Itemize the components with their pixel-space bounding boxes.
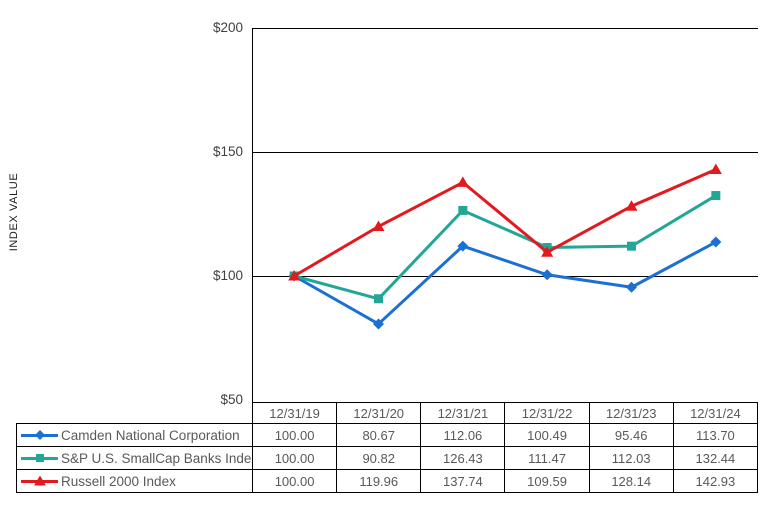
- table-value-cell: 100.00: [251, 446, 338, 470]
- y-tick-100: $100: [212, 268, 243, 283]
- table-value-cell: 112.06: [420, 423, 506, 447]
- triangle-marker: [456, 176, 469, 187]
- table-value-cell: 90.82: [336, 446, 422, 470]
- table-col-header: 12/31/24: [672, 402, 759, 424]
- table-col-header: 12/31/20: [336, 402, 422, 424]
- table-value-cell: 126.43: [420, 446, 506, 470]
- diamond-marker: [373, 318, 384, 330]
- triangle-marker-icon: [33, 475, 46, 486]
- square-marker-icon: [35, 454, 44, 462]
- table-value-cell: 113.70: [672, 423, 759, 447]
- square-marker: [458, 205, 468, 215]
- y-tick-150: $150: [212, 144, 243, 159]
- diamond-marker: [710, 236, 722, 248]
- table-value-cell: 132.44: [672, 446, 759, 470]
- blue-line-swatch: [21, 430, 58, 440]
- triangle-marker: [541, 246, 554, 257]
- square-marker: [627, 241, 636, 251]
- teal-line-swatch: [21, 454, 58, 462]
- series-line: [293, 240, 717, 326]
- table-body: Camden National Corporation 100.00 80.67 11…: [16, 423, 759, 493]
- chart-canvas: [252, 28, 758, 402]
- table-row: Russell 2000 Index 100.00 119.96 137.74 109.…: [16, 469, 759, 493]
- square-marker: [711, 191, 721, 201]
- series-line: [293, 194, 717, 301]
- table-col-header: 12/31/19: [251, 402, 338, 424]
- plot-area: [252, 28, 758, 402]
- table-value-cell: 111.47: [504, 446, 590, 470]
- diamond-marker: [457, 240, 469, 252]
- table-header: 12/31/19 12/31/20 12/31/21 12/31/22 12/31/23…: [17, 402, 759, 424]
- table-value-cell: 80.67: [336, 423, 422, 447]
- series-legend-label: S&P U.S. SmallCap Banks Index: [61, 450, 253, 466]
- table-value-cell: 112.03: [588, 446, 674, 470]
- y-tick-50: $50: [220, 392, 243, 407]
- triangle-marker: [709, 163, 722, 175]
- table-value-cell: 119.96: [336, 469, 422, 493]
- red-line-swatch: [21, 475, 58, 486]
- series-legend-cell: Camden National Corporation: [16, 423, 253, 447]
- table-corner-cell: [17, 403, 253, 424]
- series-legend-cell: S&P U.S. SmallCap Banks Index: [16, 446, 253, 470]
- table-value-cell: 100.00: [251, 469, 338, 493]
- series-legend-label: Camden National Corporation: [61, 427, 240, 443]
- table-value-cell: 95.46: [588, 423, 674, 447]
- performance-table: 12/31/19 12/31/20 12/31/21 12/31/22 12/31/23…: [16, 402, 759, 493]
- series-legend-cell: Russell 2000 Index: [16, 469, 253, 493]
- table-value-cell: 137.74: [420, 469, 506, 493]
- table-col-header: 12/31/21: [420, 402, 506, 424]
- table-row: Camden National Corporation 100.00 80.67 11…: [16, 423, 759, 447]
- series-legend-label: Russell 2000 Index: [61, 473, 176, 489]
- diamond-marker: [541, 269, 553, 281]
- series-line: [293, 168, 717, 278]
- triangle-marker: [288, 270, 301, 281]
- table-row: S&P U.S. SmallCap Banks Index 100.00 90.82…: [16, 446, 759, 470]
- table-value-cell: 100.00: [251, 423, 338, 447]
- square-marker: [374, 294, 383, 304]
- y-tick-200: $200: [212, 20, 243, 35]
- triangle-marker: [625, 200, 638, 211]
- triangle-marker: [372, 220, 385, 231]
- table-value-cell: 128.14: [588, 469, 674, 493]
- table-value-cell: 100.49: [504, 423, 590, 447]
- table-col-header: 12/31/22: [504, 402, 590, 424]
- table-value-cell: 109.59: [504, 469, 590, 493]
- table-col-header: 12/31/23: [588, 402, 674, 424]
- diamond-marker: [626, 281, 637, 293]
- y-axis-title: INDEX VALUE: [8, 172, 20, 252]
- table-value-cell: 142.93: [672, 469, 759, 493]
- diamond-marker-icon: [34, 430, 45, 440]
